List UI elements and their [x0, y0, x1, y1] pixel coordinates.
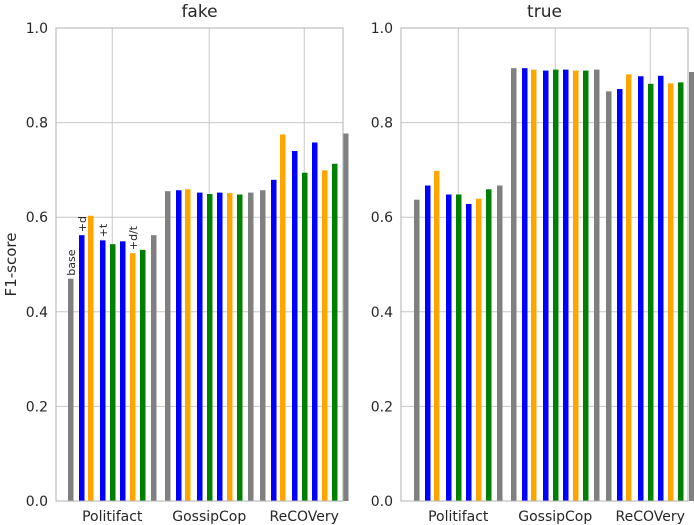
- bar: [414, 199, 420, 501]
- bar-annotation: +d/t: [127, 225, 140, 250]
- bar: [207, 194, 213, 501]
- bar: [446, 194, 452, 501]
- bar: [227, 193, 233, 501]
- y-tick-label: 0.0: [371, 494, 393, 510]
- bar: [332, 163, 338, 501]
- bar: [292, 150, 298, 502]
- y-tick-label: 0.2: [371, 399, 393, 415]
- bar: [322, 170, 328, 502]
- y-tick-label: 0.8: [371, 116, 393, 132]
- bar: [486, 189, 492, 501]
- bar: [626, 74, 632, 501]
- bar: [531, 69, 537, 502]
- bar: [197, 192, 203, 501]
- bar: [658, 75, 664, 501]
- bar: [543, 70, 549, 501]
- y-axis-label: F1-score: [2, 233, 20, 297]
- y-tick-label: 0.6: [371, 210, 393, 226]
- bar-annotation: base: [65, 249, 78, 275]
- bar: [280, 134, 286, 502]
- bar: [248, 192, 254, 501]
- y-tick-label: 0.4: [26, 305, 48, 321]
- x-tick-label: ReCOVery: [270, 509, 339, 525]
- bar: [185, 189, 191, 501]
- bar: [302, 172, 308, 501]
- x-tick-label: ReCOVery: [616, 509, 685, 525]
- bar: [606, 91, 612, 501]
- y-tick-label: 0.2: [26, 399, 48, 415]
- bar: [100, 240, 106, 501]
- bar: [511, 68, 517, 501]
- bar: [668, 83, 674, 501]
- bar: [260, 190, 266, 501]
- x-tick-label: Politifact: [82, 509, 143, 525]
- panel-title: fake: [181, 2, 217, 22]
- bar: [563, 69, 569, 502]
- y-tick-label: 1.0: [371, 21, 393, 37]
- bar: [573, 70, 579, 501]
- bar: [476, 198, 482, 502]
- y-tick-label: 0.8: [26, 116, 48, 132]
- bar: [271, 179, 277, 501]
- bar: [120, 241, 126, 501]
- bar: [151, 235, 157, 501]
- y-tick-label: 0.4: [371, 305, 393, 321]
- x-tick-label: GossipCop: [518, 509, 592, 525]
- bar: [110, 244, 116, 501]
- bar: [648, 83, 654, 502]
- bar: [176, 190, 182, 501]
- bar: [594, 69, 600, 502]
- bar: [434, 170, 440, 501]
- bar: [678, 82, 684, 502]
- bar: [638, 76, 644, 501]
- plot-frame: [400, 27, 689, 502]
- bar: [456, 194, 462, 501]
- bar: [425, 185, 431, 501]
- bar: [497, 185, 503, 501]
- bar-annotation: +t: [97, 223, 110, 237]
- plot-frame: [55, 27, 344, 502]
- bar: [79, 235, 85, 501]
- bar: [522, 68, 528, 501]
- bar: [617, 89, 623, 501]
- bar: [217, 192, 223, 501]
- bar: [343, 133, 349, 501]
- bar: [553, 69, 559, 502]
- bar: [130, 253, 136, 501]
- bar-annotation: +d: [76, 216, 89, 232]
- bar: [88, 215, 94, 501]
- bar: [689, 71, 694, 501]
- bar: [68, 278, 74, 501]
- x-tick-label: GossipCop: [172, 509, 246, 525]
- panel-title: true: [527, 2, 562, 22]
- y-tick-label: 0.0: [26, 494, 48, 510]
- y-tick-label: 0.6: [26, 210, 48, 226]
- bar: [312, 142, 318, 501]
- y-tick-label: 1.0: [26, 21, 48, 37]
- bar: [140, 249, 146, 501]
- bar: [466, 203, 472, 501]
- bar: [165, 191, 171, 501]
- bar: [583, 70, 589, 501]
- x-tick-label: Politifact: [428, 509, 489, 525]
- bar: [237, 194, 243, 501]
